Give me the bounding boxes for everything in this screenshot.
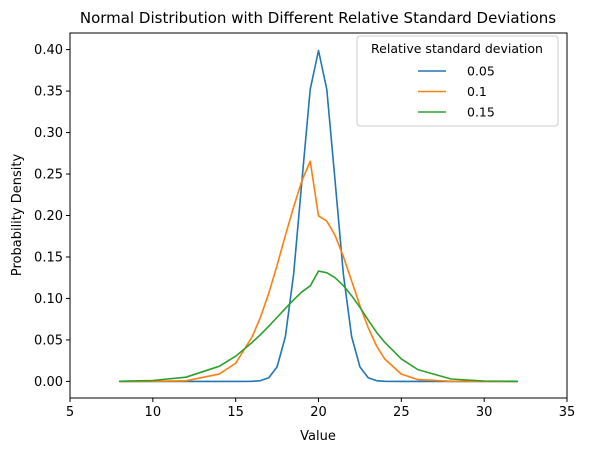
y-tick-label: 0.35 [34,85,63,100]
y-tick-label: 0.25 [34,168,63,183]
x-axis-title: Value [300,429,336,444]
legend-label-2: 0.1 [467,84,487,99]
y-tick-label: 0.00 [34,375,63,390]
y-tick-label: 0.20 [34,209,63,224]
y-tick-label: 0.05 [34,333,63,348]
chart-title: Normal Distribution with Different Relat… [80,9,556,27]
x-tick-label: 5 [66,405,74,420]
y-tick-label: 0.40 [34,43,63,58]
x-tick-label: 10 [145,405,162,420]
legend-label-3: 0.15 [467,105,495,120]
x-tick-label: 30 [476,405,493,420]
legend-title: Relative standard deviation [371,41,543,56]
y-tick-label: 0.30 [34,126,63,141]
plot-area: 5 10 15 20 25 30 35 0.00 0.05 0.10 0.15 0.20 0.25 0.3… [34,32,576,420]
y-tick-label: 0.10 [34,292,63,307]
series-line-2 [118,160,519,383]
legend-label-1: 0.05 [467,64,495,79]
legend-box [356,35,559,127]
series-line-1 [118,49,519,383]
legend: Relative standard deviation 0.05 0.1 0.15 [356,35,559,127]
x-tick-label: 25 [393,405,410,420]
y-axis-title: Probability Density [10,154,25,277]
x-tick-label: 35 [559,405,576,420]
series-line-3 [118,270,519,383]
y-tick-label: 0.15 [34,250,63,265]
x-tick-label: 15 [227,405,244,420]
x-tick-label: 20 [310,405,327,420]
